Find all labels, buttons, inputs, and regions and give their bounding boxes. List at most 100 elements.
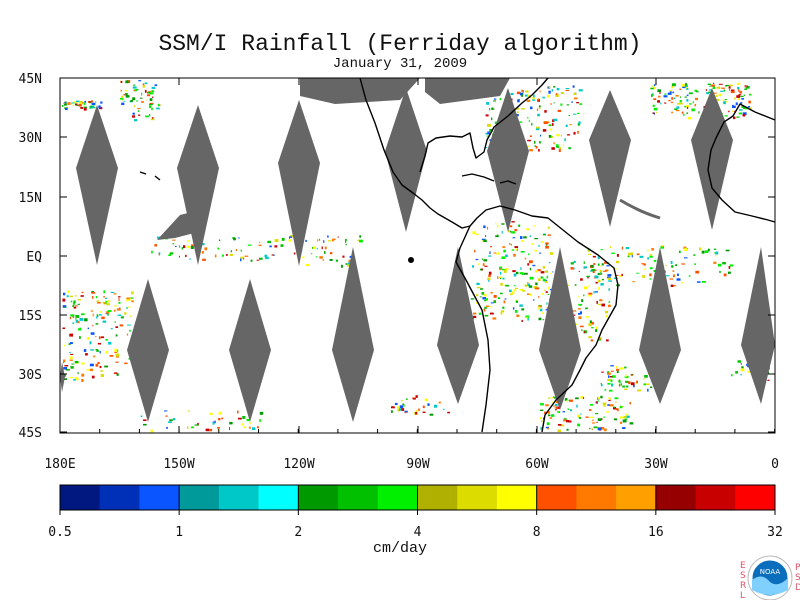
rain-pixel xyxy=(149,92,154,95)
rain-pixel xyxy=(470,298,475,300)
rain-pixel xyxy=(92,324,94,327)
logo-letter: L xyxy=(740,591,745,600)
colorbar-cell xyxy=(616,485,657,510)
rain-pixel xyxy=(739,90,742,94)
rain-pixel xyxy=(560,92,564,94)
rain-pixel xyxy=(332,239,334,242)
rain-pixel xyxy=(658,95,661,98)
rain-pixel xyxy=(501,223,505,225)
rain-pixel xyxy=(345,243,347,246)
rain-pixel xyxy=(710,84,715,87)
rain-pixel xyxy=(575,397,579,400)
rain-pixel xyxy=(499,278,501,280)
rain-pixel xyxy=(608,280,612,282)
rain-pixel xyxy=(526,316,528,319)
rain-pixel xyxy=(115,326,118,328)
rain-pixel xyxy=(77,303,80,305)
rain-pixel xyxy=(534,238,538,240)
rain-pixel xyxy=(324,251,326,254)
rain-pixel xyxy=(136,88,139,90)
rain-pixel xyxy=(174,245,177,247)
rain-pixel xyxy=(321,246,323,250)
rain-pixel xyxy=(505,254,508,258)
rain-pixel xyxy=(269,245,272,248)
rain-pixel xyxy=(472,231,476,235)
rain-pixel xyxy=(609,246,612,248)
rain-pixel xyxy=(536,108,539,111)
rain-pixel xyxy=(62,105,64,107)
rain-pixel xyxy=(608,301,610,303)
rain-pixel xyxy=(568,148,571,150)
rain-pixel xyxy=(493,295,497,298)
rain-pixel xyxy=(127,324,131,326)
rain-pixel xyxy=(553,405,556,407)
noaa-logo-wave xyxy=(752,576,788,595)
swath-gap xyxy=(437,247,479,404)
rain-pixel xyxy=(540,403,544,406)
rain-pixel xyxy=(70,300,73,303)
rain-pixel xyxy=(323,240,325,243)
rain-pixel xyxy=(611,252,615,254)
rain-pixel xyxy=(342,255,345,258)
rain-pixel xyxy=(628,381,631,385)
rain-pixel xyxy=(651,248,654,251)
rain-pixel xyxy=(725,101,727,103)
rain-pixel xyxy=(578,308,581,310)
rain-pixel xyxy=(67,290,70,293)
rain-pixel xyxy=(397,408,400,412)
rain-pixel xyxy=(607,378,611,381)
rain-pixel xyxy=(497,224,499,228)
rain-pixel xyxy=(214,254,217,258)
rain-pixel xyxy=(588,292,593,295)
rain-pixel xyxy=(485,132,488,135)
rain-pixel xyxy=(569,399,573,402)
rain-pixel xyxy=(566,428,569,431)
rain-pixel xyxy=(150,118,155,121)
rain-pixel xyxy=(329,259,333,261)
rain-pixel xyxy=(138,80,142,82)
rain-pixel xyxy=(681,263,685,265)
rain-pixel xyxy=(103,296,105,298)
rain-pixel xyxy=(733,116,736,120)
rain-pixel xyxy=(741,366,744,369)
rain-pixel xyxy=(549,252,554,255)
rain-pixel xyxy=(256,259,260,261)
rain-pixel xyxy=(535,282,538,286)
rain-pixel xyxy=(75,103,78,106)
rain-pixel xyxy=(75,319,79,323)
rain-pixel xyxy=(538,149,540,152)
swath-gap xyxy=(229,279,271,422)
rain-pixel xyxy=(486,226,489,230)
rain-pixel xyxy=(664,93,667,95)
rain-pixel xyxy=(128,358,130,360)
rain-pixel xyxy=(580,413,582,415)
rain-pixel xyxy=(328,240,332,242)
rain-pixel xyxy=(123,94,125,96)
rain-pixel xyxy=(529,293,531,296)
rain-pixel xyxy=(713,261,717,264)
rain-pixel xyxy=(601,371,604,373)
rain-pixel xyxy=(608,397,610,399)
rain-pixel xyxy=(593,426,598,429)
rain-pixel xyxy=(556,146,560,148)
rain-pixel xyxy=(546,422,550,426)
rain-pixel xyxy=(281,237,285,241)
rain-pixel xyxy=(573,310,577,312)
rain-pixel xyxy=(72,316,75,318)
rain-pixel xyxy=(124,312,127,315)
rain-pixel xyxy=(550,397,553,399)
chart-title: SSM/I Rainfall (Ferriday algorithm) xyxy=(158,31,642,57)
rain-pixel xyxy=(541,312,544,314)
rain-pixel xyxy=(514,246,518,248)
rain-pixel xyxy=(619,405,622,409)
rain-pixel xyxy=(596,421,598,423)
rain-pixel xyxy=(114,372,118,374)
rain-pixel xyxy=(427,403,430,406)
rain-pixel xyxy=(678,250,681,253)
rain-pixel xyxy=(517,99,520,103)
rain-pixel xyxy=(728,110,730,113)
rain-pixel xyxy=(515,300,518,303)
rain-pixel xyxy=(653,98,657,100)
rain-pixel xyxy=(190,246,194,249)
colorbar-cell xyxy=(735,485,776,510)
